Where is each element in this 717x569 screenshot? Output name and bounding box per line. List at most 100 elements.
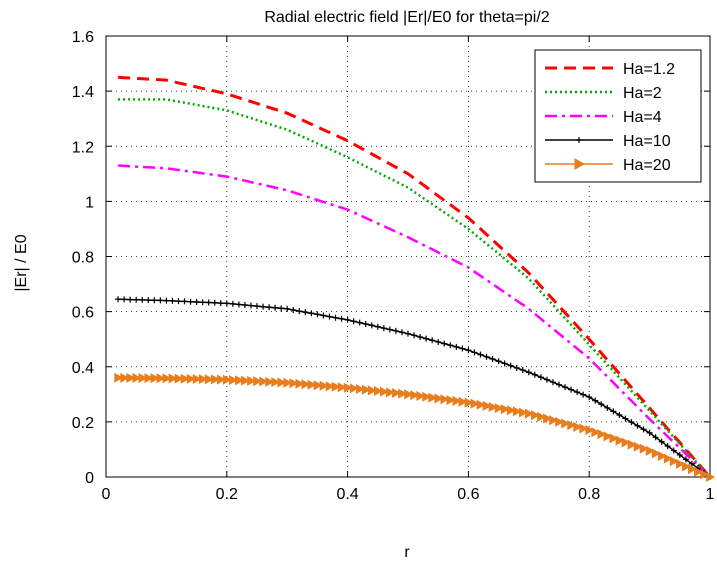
series-marker-ha-20 <box>283 377 293 388</box>
series-marker-ha-10 <box>580 391 587 398</box>
series-marker-ha-20 <box>470 398 480 409</box>
legend-box <box>534 49 702 183</box>
series-marker-ha-10 <box>507 362 514 369</box>
series-marker-ha-20 <box>494 403 504 414</box>
series-marker-ha-20 <box>573 421 583 432</box>
x-tick-label: 0.8 <box>578 486 600 503</box>
series-marker-ha-20 <box>422 391 432 402</box>
series-marker-ha-10 <box>356 319 363 326</box>
series-marker-ha-20 <box>204 374 214 385</box>
series-marker-ha-10 <box>676 451 683 458</box>
series-marker-ha-20 <box>688 464 697 475</box>
legend-marker-ha-10 <box>576 137 582 143</box>
series-marker-ha-20 <box>319 380 329 391</box>
series-marker-ha-10 <box>628 419 635 426</box>
series-marker-ha-20 <box>458 396 468 407</box>
series-marker-ha-10 <box>121 296 128 303</box>
series-marker-ha-10 <box>435 338 442 345</box>
series-marker-ha-10 <box>531 371 538 378</box>
series-marker-ha-10 <box>326 313 333 320</box>
series-marker-ha-10 <box>537 374 544 381</box>
series-marker-ha-20 <box>500 404 510 415</box>
series-marker-ha-10 <box>429 337 436 344</box>
series-marker-ha-10 <box>525 369 532 376</box>
series-marker-ha-20 <box>168 373 178 384</box>
series-marker-ha-20 <box>452 395 462 406</box>
series-marker-ha-10 <box>670 447 677 454</box>
series-marker-ha-10 <box>308 310 315 317</box>
series-marker-ha-10 <box>266 304 273 311</box>
y-tick-label: 0 <box>85 470 94 487</box>
legend-marker-ha-20 <box>574 158 586 170</box>
series-marker-ha-10 <box>374 323 381 330</box>
series-marker-ha-10 <box>205 299 212 306</box>
series-marker-ha-20 <box>386 387 395 398</box>
series-marker-ha-10 <box>405 330 411 337</box>
series-marker-ha-20 <box>186 373 196 384</box>
series-marker-ha-20 <box>657 451 667 462</box>
series-marker-ha-10 <box>145 297 152 304</box>
series-marker-ha-20 <box>700 469 710 480</box>
legend-label-ha-2: Ha=2 <box>623 85 662 102</box>
x-tick-label: 0.4 <box>336 486 358 503</box>
series-marker-ha-20 <box>597 429 607 440</box>
series-marker-ha-10 <box>622 415 629 422</box>
series-marker-ha-20 <box>325 381 335 392</box>
series-marker-ha-10 <box>652 434 659 441</box>
series-marker-ha-20 <box>265 376 275 387</box>
series-marker-ha-10 <box>634 422 641 429</box>
series-marker-ha-10 <box>592 397 599 404</box>
x-axis-label: r <box>404 544 410 561</box>
series-marker-ha-10 <box>193 298 200 305</box>
series-marker-ha-10 <box>398 329 405 336</box>
series-marker-ha-10 <box>646 429 653 436</box>
legend-label-ha-10: Ha=10 <box>623 133 671 150</box>
series-marker-ha-20 <box>464 397 474 408</box>
series-marker-ha-20 <box>349 383 359 394</box>
series-marker-ha-20 <box>331 381 341 392</box>
series-marker-ha-10 <box>658 438 665 445</box>
series-marker-ha-10 <box>453 343 460 350</box>
series-marker-ha-10 <box>574 389 581 396</box>
series-marker-ha-10 <box>296 308 303 315</box>
series-marker-ha-20 <box>355 384 365 395</box>
y-axis-label: |Er| / E0 <box>13 234 30 291</box>
series-marker-ha-20 <box>609 433 619 444</box>
series-marker-ha-10 <box>151 297 158 304</box>
series-marker-ha-20 <box>114 372 124 383</box>
series-marker-ha-10 <box>290 306 297 313</box>
series-marker-ha-10 <box>682 456 689 463</box>
series-marker-ha-10 <box>187 298 194 305</box>
series-marker-ha-20 <box>694 466 704 477</box>
series-marker-ha-10 <box>247 302 254 309</box>
series-marker-ha-20 <box>343 382 353 393</box>
series-marker-ha-10 <box>604 404 611 411</box>
series-marker-ha-20 <box>591 427 601 438</box>
series-marker-ha-20 <box>307 379 317 390</box>
series-marker-ha-20 <box>639 443 649 454</box>
series-marker-ha-20 <box>301 379 311 390</box>
series-marker-ha-20 <box>561 418 571 429</box>
series-marker-ha-20 <box>289 378 299 389</box>
x-tick-label: 0 <box>102 486 111 503</box>
series-marker-ha-10 <box>483 353 490 360</box>
chart-title: Radial electric field |Er|/E0 for theta=… <box>264 9 549 26</box>
series-marker-ha-10 <box>392 327 399 334</box>
y-tick-label: 0.2 <box>72 415 94 432</box>
series-marker-ha-20 <box>367 385 377 396</box>
series-marker-ha-10 <box>562 384 569 391</box>
series-marker-ha-10 <box>181 298 188 305</box>
series-marker-ha-10 <box>175 298 182 305</box>
series-marker-ha-20 <box>120 372 130 383</box>
series-marker-ha-10 <box>199 299 206 306</box>
series-marker-ha-20 <box>144 373 154 384</box>
series-line-ha-4 <box>118 164 711 478</box>
series-marker-ha-10 <box>519 367 526 374</box>
legend-label-ha-4: Ha=4 <box>623 109 662 126</box>
y-tick-label: 0.6 <box>72 305 94 322</box>
series-marker-ha-20 <box>682 461 691 472</box>
series-marker-ha-20 <box>198 374 208 385</box>
series-marker-ha-10 <box>284 305 291 312</box>
